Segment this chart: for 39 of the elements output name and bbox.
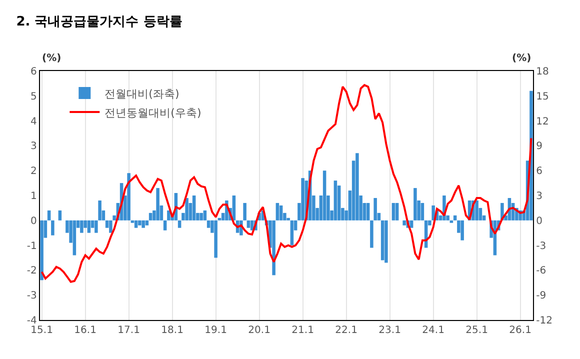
y-tick-label: 4 (30, 116, 37, 128)
x-tick-label: 19.1 (204, 325, 227, 336)
legend-label: 전월대비(좌축) (104, 87, 180, 100)
x-tick-label: 16.1 (74, 325, 96, 336)
x-tick-label: 20.1 (248, 325, 270, 336)
x-tick-label: 15.1 (30, 325, 53, 336)
y2-tick-label: 3 (536, 191, 542, 202)
x-tick-label: 24.1 (422, 325, 444, 336)
y2-tick-label: 9 (536, 141, 542, 152)
y2-axis-title: (%) (512, 53, 532, 64)
y2-tick-label: 15 (536, 91, 549, 102)
y-tick-label: -3 (26, 290, 37, 302)
y-axis-title: (%) (42, 53, 62, 64)
y-tick-label: 3 (30, 141, 37, 152)
x-tick-label: 25.1 (466, 325, 488, 336)
y2-tick-label: -9 (536, 290, 546, 302)
y2-tick-label: -3 (536, 240, 546, 252)
y2-tick-label: -12 (536, 316, 552, 326)
x-tick-label: 26.1 (509, 325, 532, 336)
y2-tick-label: 6 (536, 166, 542, 178)
legend-label: 전년동월대비(우축) (104, 106, 202, 120)
x-tick-label: 18.1 (161, 325, 184, 336)
y2-tick-label: 0 (536, 216, 542, 227)
y-tick-label: -4 (26, 316, 37, 326)
y2-tick-label: 18 (536, 66, 549, 78)
y-tick-label: 6 (30, 66, 37, 78)
chart-title: 2. 국내공급물가지수 등락률 (16, 14, 182, 30)
y-tick-label: 5 (30, 91, 37, 102)
x-tick-label: 23.1 (378, 325, 401, 336)
x-tick-label: 17.1 (118, 325, 140, 336)
y-tick-label: 0 (30, 216, 37, 227)
y2-tick-label: -6 (536, 266, 546, 277)
y-tick-label: 2 (30, 166, 37, 178)
x-tick-label: 22.1 (335, 325, 358, 336)
y-tick-label: -2 (26, 266, 37, 277)
y-tick-label: 1 (30, 191, 37, 202)
y-tick-label: -1 (26, 240, 37, 252)
y2-tick-label: 12 (536, 116, 549, 128)
x-tick-label: 21.1 (292, 325, 314, 336)
